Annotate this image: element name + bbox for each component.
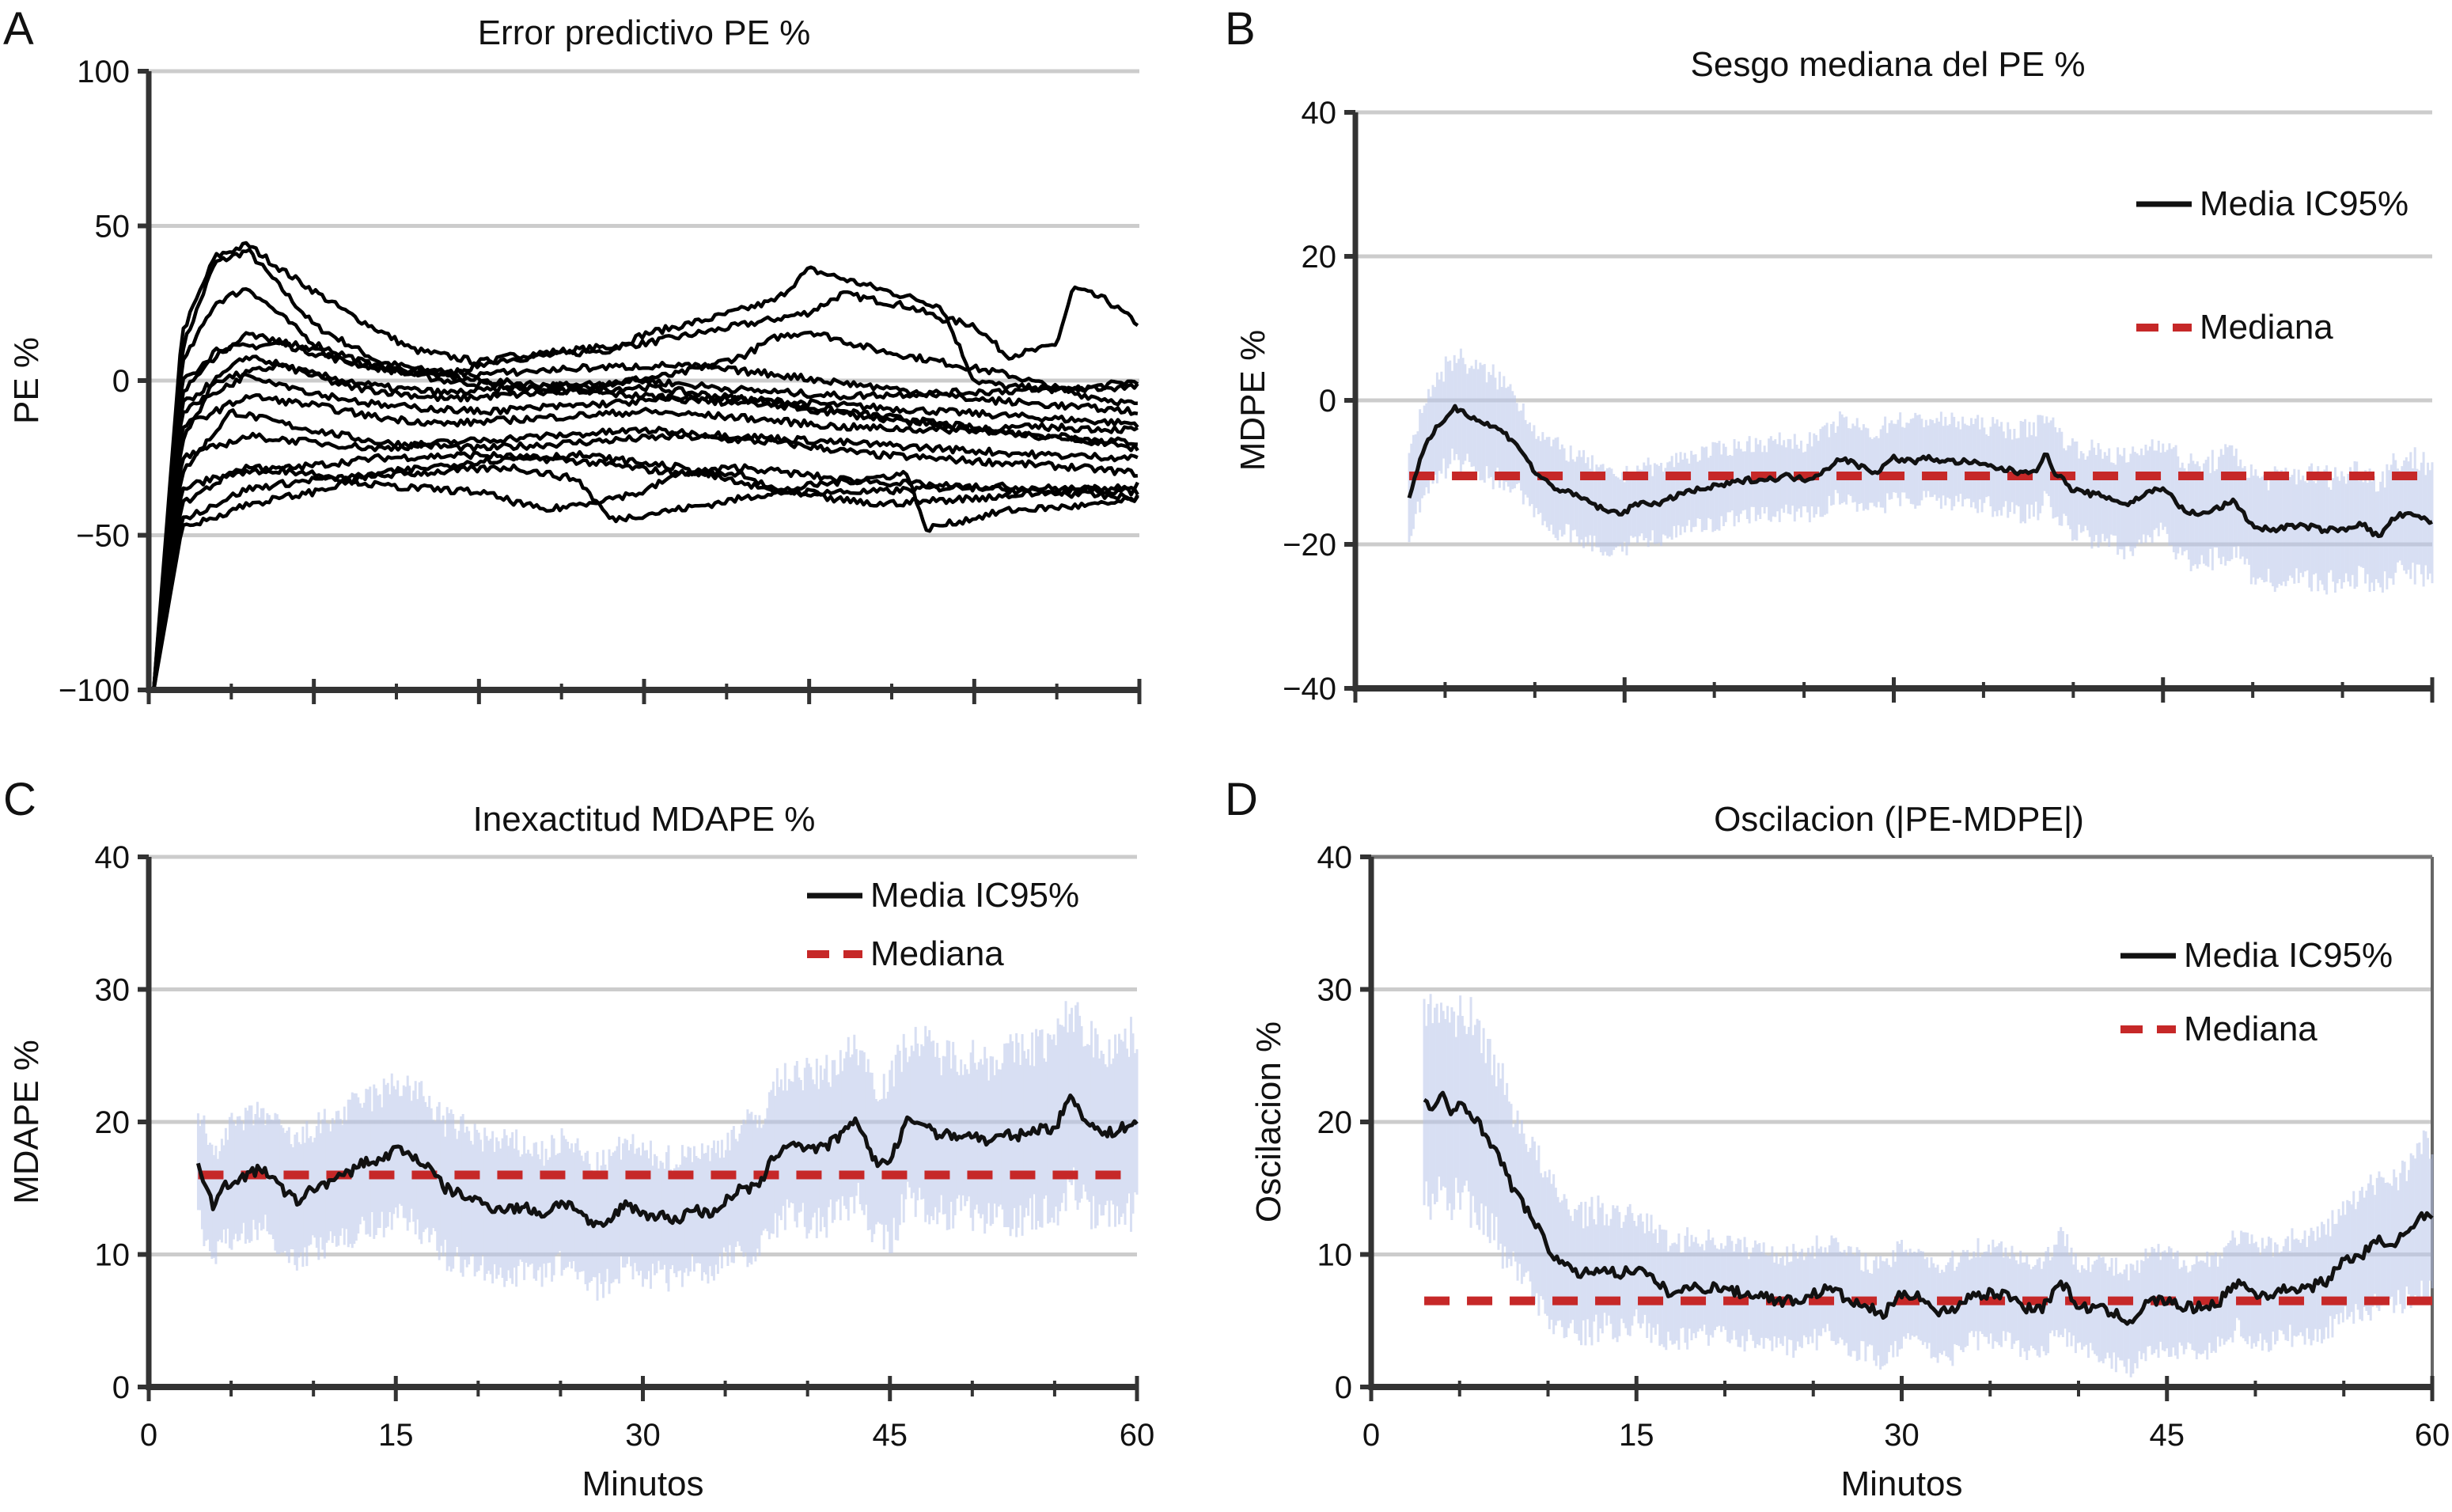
legend-mean-label: Media IC95%	[2200, 184, 2408, 223]
y-tick-label: 40	[95, 840, 131, 875]
pe-trace	[152, 372, 1139, 691]
panel-letter: A	[3, 3, 34, 55]
y-axis-label: MDPE %	[1234, 330, 1272, 471]
ci-band	[1423, 994, 2434, 1377]
x-axis-label: Minutos	[582, 1465, 703, 1503]
legend: Media IC95% Mediana	[2136, 184, 2408, 347]
legend: Media IC95% Mediana	[2120, 936, 2393, 1048]
x-tick-label: 60	[1120, 1418, 1155, 1453]
y-axis-label: PE %	[7, 337, 46, 424]
y-axis-label: Oscilacion %	[1249, 1021, 1288, 1222]
y-tick-label: 20	[1302, 240, 1337, 275]
y-tick-label: 40	[1302, 96, 1337, 131]
pe-trace	[152, 463, 1139, 691]
y-tick-label: 30	[1317, 973, 1353, 1008]
y-tick-label: 0	[112, 1370, 130, 1405]
x-tick-label: 45	[873, 1418, 908, 1453]
legend: Media IC95% Mediana	[807, 876, 1079, 973]
y-tick-label: 20	[1317, 1105, 1353, 1140]
y-tick-label: 10	[1317, 1238, 1353, 1273]
x-tick-label: 45	[2150, 1418, 2185, 1453]
pe-trace	[152, 354, 1139, 691]
x-tick-label: 60	[2415, 1418, 2450, 1453]
mean-line	[1423, 1090, 2434, 1326]
panel-letter: B	[1225, 3, 1256, 55]
legend-mean-label: Media IC95%	[2184, 936, 2393, 975]
y-tick-label: 20	[95, 1105, 131, 1140]
y-tick-label: 10	[95, 1238, 131, 1273]
y-tick-label: 0	[112, 364, 130, 399]
pe-trace	[152, 463, 1139, 691]
pe-trace	[152, 241, 1139, 691]
pe-trace	[152, 331, 1139, 691]
mean-line	[1407, 404, 2433, 539]
y-tick-label: 30	[95, 973, 131, 1008]
panel-d: D Oscilacion (|PE-MDPE|) 0 10 20 30 40 0 15 30 45 6…	[1225, 774, 2450, 1503]
legend-median-label: Mediana	[2184, 1010, 2317, 1048]
panel-letter: C	[3, 774, 36, 825]
y-tick-label: 50	[95, 210, 131, 244]
y-tick-label: −50	[76, 519, 130, 554]
ci-band	[1408, 348, 2434, 595]
x-tick-label: 0	[140, 1418, 157, 1453]
y-tick-label: 100	[77, 55, 130, 89]
pe-trace	[152, 392, 1139, 691]
y-tick-label: 40	[1317, 840, 1353, 875]
y-tick-label: 0	[1319, 384, 1336, 419]
panel-c: C Inexactitud MDAPE % 0 10 20 30 40 0 15 30 45 60 MD…	[3, 774, 1154, 1503]
panel-b: B Sesgo mediana del PE % −40 −20 0 20 40 MDPE %…	[1225, 3, 2435, 707]
pe-trace	[152, 449, 1139, 691]
y-tick-label: −40	[1283, 672, 1336, 707]
panel-letter: D	[1225, 774, 1258, 825]
mean-line	[195, 1093, 1139, 1229]
x-tick-label: 30	[1884, 1418, 1920, 1453]
legend-median-label: Mediana	[2200, 308, 2333, 347]
pe-trace	[152, 408, 1139, 691]
x-axis-label: Minutos	[1840, 1465, 1962, 1503]
panel-title: Error predictivo PE %	[478, 13, 811, 52]
pe-trace	[152, 426, 1139, 691]
y-axis-label: MDAPE %	[7, 1040, 46, 1204]
x-tick-label: 0	[1362, 1418, 1380, 1453]
pe-trace	[152, 248, 1139, 691]
y-tick-label: −20	[1283, 528, 1336, 563]
x-tick-label: 15	[378, 1418, 414, 1453]
panel-title: Inexactitud MDAPE %	[473, 800, 816, 839]
x-tick-label: 15	[1619, 1418, 1654, 1453]
panel-title: Oscilacion (|PE-MDPE|)	[1714, 800, 2084, 839]
x-tick-label: 30	[625, 1418, 661, 1453]
panel-title: Sesgo mediana del PE %	[1691, 45, 2086, 84]
pe-trace	[152, 340, 1139, 691]
legend-mean-label: Media IC95%	[870, 876, 1079, 915]
y-tick-label: 0	[1335, 1370, 1352, 1405]
pe-trace	[152, 287, 1138, 691]
y-tick-label: −100	[59, 673, 130, 708]
panel-a: A Error predictivo PE % −100 −50 0 50 100 PE %	[3, 3, 1142, 708]
legend-median-label: Mediana	[870, 934, 1004, 973]
